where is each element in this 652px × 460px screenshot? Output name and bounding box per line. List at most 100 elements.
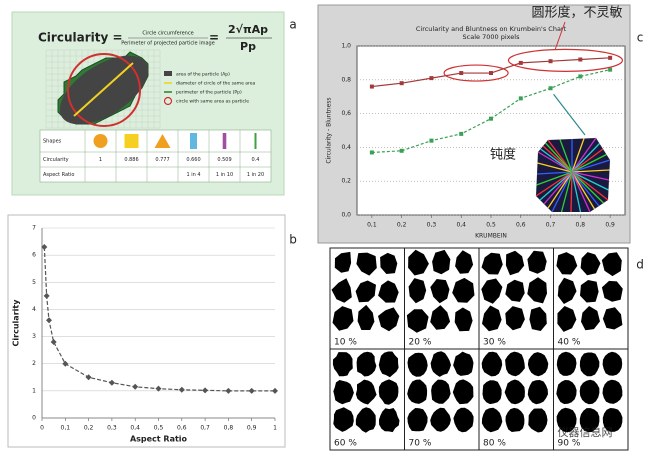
percent-label: 30 % (483, 338, 506, 348)
shape (93, 134, 108, 148)
x-tick-label: 0,9 (247, 425, 257, 432)
particle (355, 379, 377, 405)
x-tick-label: 0,5 (154, 425, 164, 432)
particle (482, 380, 502, 405)
table-cell: 1 in 10 (216, 172, 233, 178)
data-point (272, 387, 278, 394)
particle-ray (571, 171, 596, 210)
x-tick-label: 0,7 (546, 222, 556, 229)
particle (408, 278, 427, 304)
particle-ray (571, 171, 609, 191)
data-point (62, 360, 69, 367)
particle (452, 379, 474, 405)
percent-label: 90 % (558, 439, 581, 449)
particle (482, 305, 502, 332)
particle (355, 407, 376, 433)
particle (378, 307, 400, 332)
legend-text: area of the particle (Ap) (176, 72, 230, 78)
percent-label: 40 % (558, 338, 581, 348)
y-axis-label: Circularity (12, 299, 21, 347)
equal-area-circle (67, 53, 141, 127)
particle (432, 249, 451, 275)
shape (222, 133, 227, 149)
y-tick-label: 0,6 (341, 110, 351, 117)
data-point (429, 138, 434, 143)
particle-ray (571, 171, 600, 207)
data-point (608, 55, 613, 60)
y-tick-label: 7 (32, 225, 36, 232)
particle-ray (571, 143, 600, 173)
particle (556, 351, 577, 376)
particle (581, 306, 600, 331)
particle (332, 306, 354, 331)
particle-ray (570, 171, 573, 213)
y-tick-label: 0,2 (341, 178, 351, 185)
x-tick-label: 0,8 (224, 425, 234, 432)
particle (430, 407, 451, 432)
particle (407, 352, 428, 377)
data-point (43, 292, 50, 299)
particle (334, 251, 352, 273)
particle (333, 407, 354, 432)
particle-ray (559, 139, 573, 173)
data-point (429, 76, 434, 81)
particle (333, 380, 354, 405)
particle (453, 407, 474, 433)
row-header: Shapes (43, 139, 62, 145)
particle (378, 280, 399, 303)
panel-label: a (289, 18, 296, 32)
particle (602, 307, 623, 330)
particle (379, 408, 400, 433)
particle (557, 306, 577, 332)
particle-ray (571, 137, 597, 173)
data-point (518, 96, 523, 101)
y-axis-label: Circularity - Bluntness (326, 97, 333, 163)
panel-label: c (637, 31, 644, 45)
particle-ray (571, 138, 585, 173)
particle (556, 407, 577, 433)
table-cell: 0.660 (186, 157, 200, 163)
row-header: Circularity (43, 157, 69, 163)
data-point (369, 150, 374, 155)
chart-title: Circularity and Bluntness on Krumbein's … (416, 25, 567, 33)
particle (602, 379, 623, 404)
data-point (108, 379, 115, 386)
particle (454, 307, 473, 332)
percent-label: 70 % (409, 439, 432, 449)
particle-ray (571, 171, 582, 213)
row-header: Aspect Ratio (43, 172, 74, 178)
y-tick-label: 0,8 (341, 76, 351, 83)
y-tick-label: 4 (32, 306, 36, 313)
particle (481, 252, 503, 275)
shape (190, 133, 197, 149)
particle (430, 305, 451, 330)
x-tick-label: 0,6 (516, 222, 526, 229)
panel-label: d (636, 258, 644, 272)
legend-text: diameter of circle of the same area (176, 81, 256, 87)
data-point (578, 74, 583, 79)
particle (453, 351, 474, 376)
particle-ray (571, 153, 607, 173)
particle (380, 252, 398, 274)
x-axis-label: KRUMBEIN (475, 233, 507, 240)
particle (455, 250, 474, 274)
particle (430, 351, 451, 377)
particle-ray (535, 171, 573, 197)
data-point (608, 67, 613, 72)
legend-icon (163, 96, 173, 106)
data-point (85, 374, 92, 381)
particle (481, 407, 503, 433)
data-point (489, 71, 493, 76)
percent-label: 60 % (334, 439, 357, 449)
y-tick-label: 5 (32, 279, 36, 286)
highlight-ellipse (507, 48, 624, 72)
particle (505, 250, 525, 276)
particle (504, 379, 525, 405)
percent-label: 80 % (483, 439, 506, 449)
annotation: 钝度 (490, 147, 516, 163)
particle-ray (539, 171, 573, 201)
x-tick-label: 0,1 (367, 222, 377, 229)
particle (556, 252, 578, 275)
arrow (553, 93, 586, 136)
particle (408, 249, 429, 276)
